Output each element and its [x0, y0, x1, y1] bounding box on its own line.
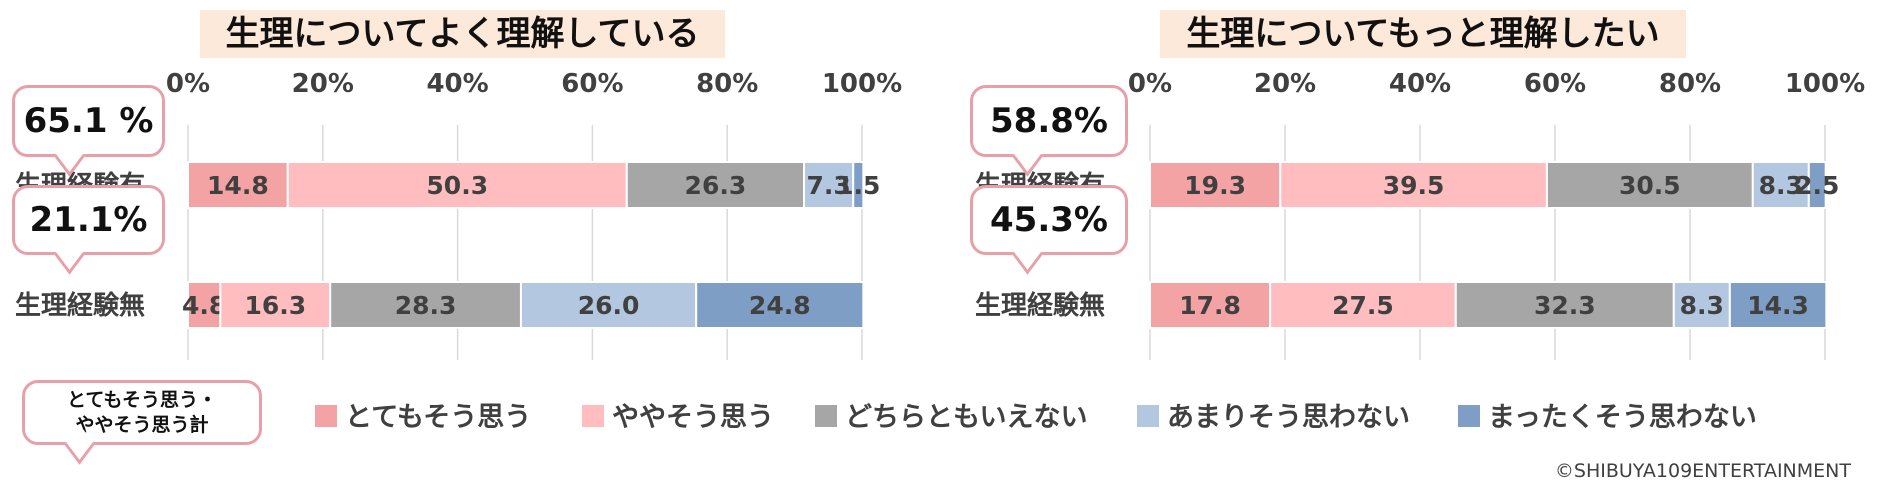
right-data-label: 14.3: [1747, 291, 1809, 320]
legend-callout-box: とてもそう思う・ ややそう思う計: [22, 380, 262, 445]
left-data-label: 1.5: [836, 171, 880, 200]
left-x-tick-label: 0%: [166, 69, 210, 99]
right-x-tick-label: 100%: [1785, 69, 1865, 99]
legend-callout-label: とてもそう思う・ ややそう思う計: [66, 388, 218, 436]
left-data-label: 16.3: [244, 291, 306, 320]
right-bar-segment: [1269, 281, 1457, 329]
left-bar-segment: [695, 281, 865, 329]
left-data-label: 26.0: [578, 291, 640, 320]
left-data-label: 14.8: [207, 171, 269, 200]
right-bar-segment: [1728, 281, 1828, 329]
right-category-label: 生理経験無: [975, 290, 1105, 321]
right-chart-title: 生理についてもっと理解したい: [1186, 14, 1659, 54]
left-data-label: 26.3: [685, 171, 747, 200]
left-x-tick-label: 100%: [822, 69, 902, 99]
right-x-tick-label: 0%: [1128, 69, 1172, 99]
right-bar-segment: [1454, 281, 1675, 329]
left-category-label: 生理経験無: [15, 290, 145, 321]
left-data-label: 50.3: [426, 171, 488, 200]
right-x-tick-label: 80%: [1659, 69, 1721, 99]
right-data-label: 8.3: [1759, 171, 1803, 200]
left-bar-segment: [329, 281, 522, 329]
right-row2-callout: 45.3%: [970, 185, 1128, 255]
legend-swatch: [315, 405, 337, 427]
left-title-bg: [200, 10, 725, 58]
legend-label: あまりそう思わない: [1167, 402, 1410, 433]
right-title-bg: [1160, 10, 1686, 58]
legend-label: まったくそう思わない: [1488, 402, 1757, 433]
right-data-label: 39.5: [1383, 171, 1445, 200]
left-bar-segment: [187, 161, 289, 209]
right-data-label: 32.3: [1534, 291, 1596, 320]
left-row1-callout: 65.1 %: [12, 85, 165, 157]
right-data-label: 2.5: [1795, 171, 1839, 200]
left-row2-callout: 21.1%: [12, 185, 165, 255]
left-bar-segment: [803, 161, 855, 209]
legend-label: どちらともいえない: [845, 402, 1087, 433]
legend-swatch: [815, 405, 837, 427]
right-bar-segment: [1279, 161, 1548, 209]
right-data-label: 27.5: [1332, 291, 1394, 320]
right-bar-segment: [1545, 161, 1754, 209]
right-bar-segment: [1807, 161, 1827, 209]
right-data-label: 8.3: [1680, 291, 1724, 320]
left-data-label: 7.3: [806, 171, 850, 200]
left-bar-segment: [625, 161, 806, 209]
right-bar-segment: [1149, 161, 1282, 209]
copyright-credit: ©SHIBUYA109ENTERTAINMENT: [1554, 460, 1851, 482]
left-bar-segment: [187, 281, 222, 329]
legend-swatch: [1458, 405, 1480, 427]
left-x-tick-label: 20%: [292, 69, 354, 99]
right-row1-callout: 58.8%: [970, 85, 1128, 157]
right-x-tick-label: 60%: [1524, 69, 1586, 99]
right-data-label: 17.8: [1179, 291, 1241, 320]
left-chart-title: 生理についてよく理解している: [226, 14, 700, 54]
left-data-label: 28.3: [395, 291, 457, 320]
legend-label: ややそう思う: [612, 402, 774, 433]
left-bar-segment: [852, 161, 865, 209]
right-bar-segment: [1149, 281, 1272, 329]
left-data-label: 4.8: [182, 291, 226, 320]
right-data-label: 19.3: [1184, 171, 1246, 200]
right-data-label: 30.5: [1619, 171, 1681, 200]
legend-swatch: [1137, 405, 1159, 427]
left-x-tick-label: 60%: [561, 69, 623, 99]
left-bar-segment: [286, 161, 628, 209]
left-x-tick-label: 80%: [696, 69, 758, 99]
left-x-tick-label: 40%: [426, 69, 488, 99]
legend-swatch: [582, 405, 604, 427]
left-data-label: 24.8: [749, 291, 811, 320]
legend-label: とてもそう思う: [345, 402, 531, 433]
right-bar-segment: [1672, 281, 1731, 329]
right-bar-segment: [1751, 161, 1810, 209]
right-x-tick-label: 40%: [1389, 69, 1451, 99]
right-x-tick-label: 20%: [1254, 69, 1316, 99]
